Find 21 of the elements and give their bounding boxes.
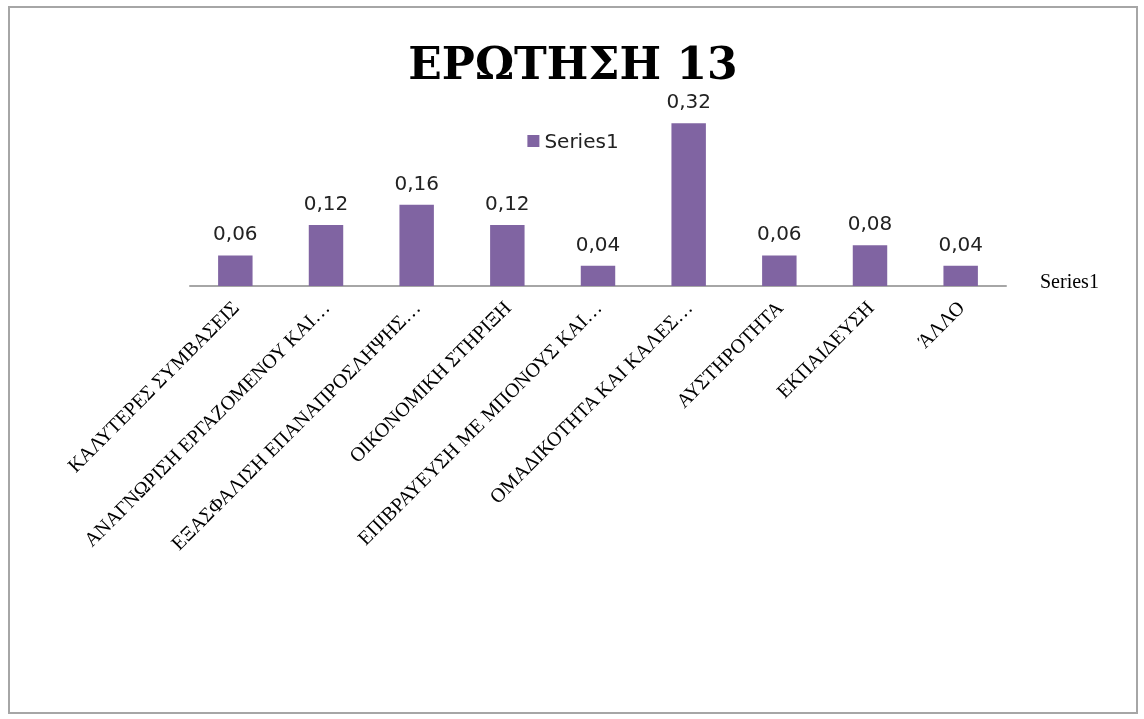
text: Series1 <box>1040 270 1099 293</box>
data-label: 0,12 <box>303 190 349 215</box>
data-label: 0,06 <box>757 221 802 246</box>
data-label: 0,32 <box>666 89 711 114</box>
data-label: 0,16 <box>394 170 439 195</box>
bar <box>490 224 525 286</box>
data-label: 0,04 <box>575 231 621 256</box>
bar <box>852 245 888 286</box>
data-label: 0,06 <box>213 221 258 246</box>
bar <box>308 224 344 286</box>
legend-label: Series1 <box>544 129 619 153</box>
data-label: 0,12 <box>485 190 530 215</box>
data-label: 0,08 <box>847 211 893 236</box>
chart-title: ΕΡΩΤΗΣΗ 13 <box>408 37 738 89</box>
bar <box>399 204 434 286</box>
bar <box>218 255 253 286</box>
bar <box>580 265 616 286</box>
bar <box>671 123 706 286</box>
bar <box>943 265 978 286</box>
data-label: 0,04 <box>938 231 983 256</box>
bar <box>762 255 797 286</box>
